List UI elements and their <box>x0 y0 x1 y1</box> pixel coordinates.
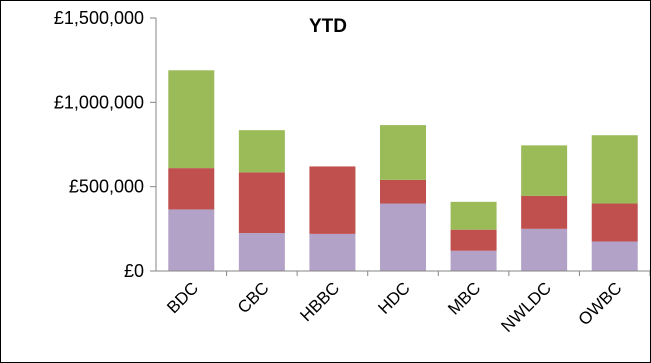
bar-segment <box>521 195 568 229</box>
y-axis: £0 £500,000 £1,000,000 £1,500,000 <box>54 8 157 281</box>
bar-segment <box>238 233 285 271</box>
bar-segment <box>450 250 497 271</box>
bars <box>168 70 638 271</box>
chart-title: YTD <box>309 16 347 37</box>
bar-group-mbc <box>450 201 497 271</box>
x-tick-label: OWBC <box>575 278 626 329</box>
x-tick-label: MBC <box>444 278 484 318</box>
bar-group-owbc <box>591 135 638 271</box>
bar-segment <box>168 70 215 169</box>
bar-group-bdc <box>168 70 215 271</box>
x-tick-label: HDC <box>374 278 413 317</box>
bar-segment <box>450 201 497 230</box>
bar-segment <box>591 241 638 271</box>
bar-segment <box>238 130 285 173</box>
y-tick-label: £1,000,000 <box>54 92 144 112</box>
y-tick-label: £0 <box>124 261 144 281</box>
bar-segment <box>380 179 426 204</box>
bar-segment <box>591 135 638 204</box>
bar-segment <box>309 166 356 234</box>
bar-segment <box>168 168 215 210</box>
bar-segment <box>591 203 638 242</box>
bar-segment <box>238 172 285 234</box>
x-tick-label: BDC <box>163 278 202 317</box>
bar-segment <box>168 209 215 271</box>
bar-segment <box>380 125 426 180</box>
bar-segment <box>521 145 568 196</box>
bar-group-hbbc <box>309 166 356 271</box>
bar-segment <box>380 203 426 271</box>
x-tick-label: CBC <box>234 278 273 317</box>
x-axis: BDC CBC HBBC HDC MBC NWLDC OWBC <box>156 270 650 336</box>
bar-group-cbc <box>238 130 285 271</box>
bar-group-hdc <box>380 125 426 271</box>
x-tick-label: NWLDC <box>497 278 555 336</box>
x-tick-label: HBBC <box>296 278 343 325</box>
y-tick-label: £500,000 <box>69 177 144 197</box>
bar-segment <box>521 228 568 271</box>
y-tick-label: £1,500,000 <box>54 8 144 28</box>
bar-group-nwldc <box>521 145 568 271</box>
bar-segment <box>309 233 356 271</box>
bar-segment <box>450 229 497 251</box>
